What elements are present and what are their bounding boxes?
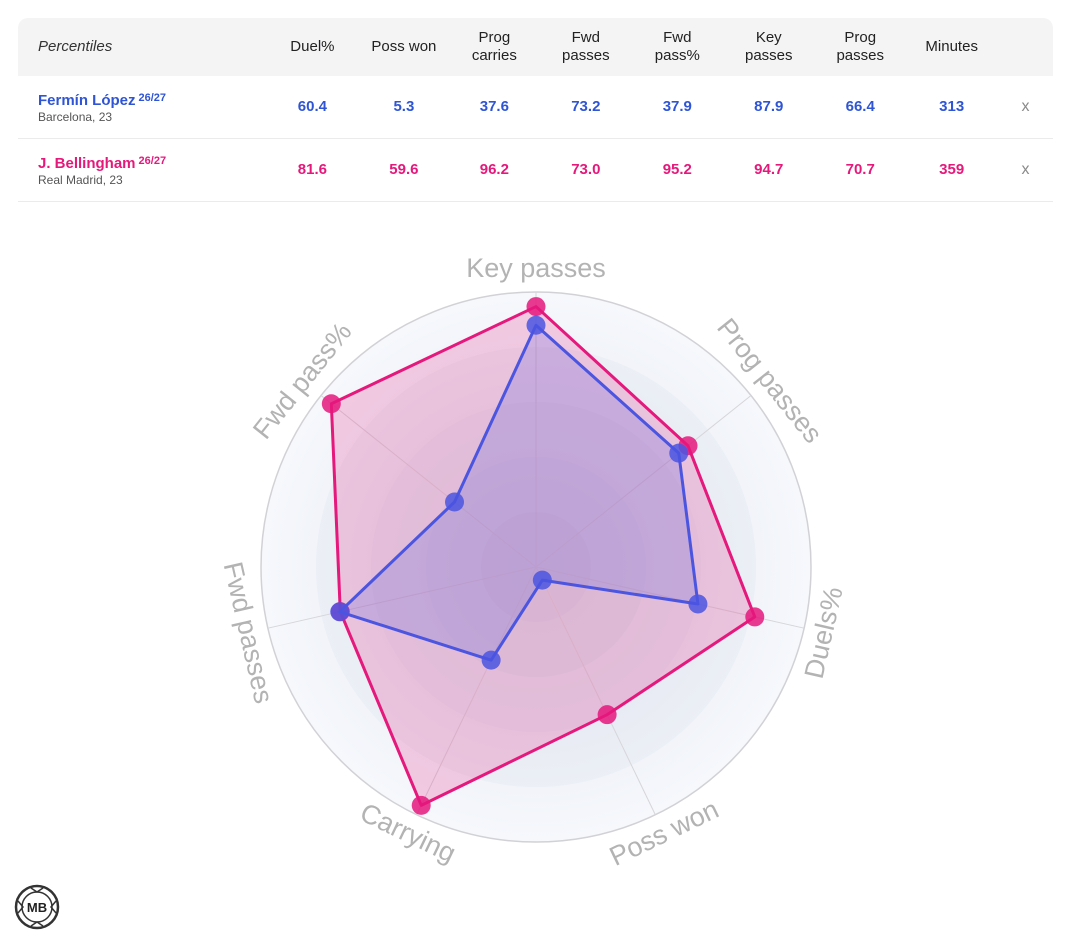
radar-spoke bbox=[267, 566, 537, 629]
value-prog-carries: 37.6 bbox=[479, 98, 509, 115]
radar-spoke bbox=[416, 566, 537, 815]
header-prog-carries: Prog carries bbox=[449, 29, 539, 65]
radar-point[interactable] bbox=[526, 315, 546, 335]
value-key-passes: 94.7 bbox=[754, 161, 784, 178]
radar-point[interactable] bbox=[597, 705, 617, 725]
table-header: Percentiles Duel% Poss won Prog carries F… bbox=[18, 18, 1053, 76]
logo-text: MB bbox=[27, 900, 47, 915]
value-minutes: 313 bbox=[939, 98, 965, 115]
radar-point[interactable] bbox=[411, 795, 431, 815]
value-poss-won: 59.6 bbox=[389, 161, 419, 178]
player-cell: J. Bellingham 26/27 Real Madrid, 23 bbox=[18, 155, 266, 186]
header-fwd-pass-pct: Fwd pass% bbox=[632, 29, 722, 65]
header-key-passes: Key passes bbox=[723, 29, 815, 65]
header-prog-carries-l2: carries bbox=[471, 47, 517, 64]
header-fwd-pass-pct-l2: pass% bbox=[654, 47, 700, 64]
value-prog-passes: 66.4 bbox=[845, 98, 875, 115]
value-prog-passes: 70.7 bbox=[845, 161, 875, 178]
radar-polygon bbox=[329, 305, 757, 807]
header-minutes: Minutes bbox=[925, 38, 978, 55]
value-fwd-pass-pct: 95.2 bbox=[662, 161, 692, 178]
player-meta: Barcelona, 23 bbox=[38, 109, 113, 124]
header-key-passes-l1: Key bbox=[755, 29, 782, 46]
header-fwd-passes: Fwd passes bbox=[540, 29, 632, 65]
radar-point[interactable] bbox=[330, 602, 350, 622]
radar-point[interactable] bbox=[669, 443, 689, 463]
header-prog-passes-l1: Prog bbox=[844, 29, 877, 46]
player-name[interactable]: J. Bellingham bbox=[38, 154, 136, 172]
remove-player-button[interactable]: x bbox=[1021, 98, 1030, 115]
radar-point[interactable] bbox=[688, 594, 708, 614]
player-season: 26/27 bbox=[138, 91, 167, 104]
header-poss-won: Poss won bbox=[371, 38, 437, 55]
player-cell: Fermín López 26/27 Barcelona, 23 bbox=[18, 92, 266, 123]
radar-point[interactable] bbox=[532, 570, 552, 590]
header-key-passes-l2: passes bbox=[744, 47, 793, 64]
table-title: Percentiles bbox=[38, 38, 113, 55]
value-duel: 81.6 bbox=[297, 161, 327, 178]
radar-point[interactable] bbox=[445, 492, 465, 512]
axis-label: Key passes bbox=[466, 253, 606, 283]
header-prog-passes-l2: passes bbox=[836, 47, 884, 64]
radar-spoke bbox=[535, 395, 752, 568]
radar-series-bellingham bbox=[321, 297, 765, 815]
radar-series-layer bbox=[321, 297, 765, 815]
percentiles-table: Percentiles Duel% Poss won Prog carries F… bbox=[18, 18, 1053, 202]
header-fwd-pass-pct-l1: Fwd bbox=[663, 29, 692, 46]
header-duel: Duel% bbox=[290, 38, 335, 55]
header-fwd-passes-l2: passes bbox=[562, 47, 610, 64]
radar-point[interactable] bbox=[526, 297, 546, 317]
radar-spoke bbox=[535, 566, 656, 815]
header-prog-passes: Prog passes bbox=[815, 29, 905, 65]
value-fwd-passes: 73.0 bbox=[571, 161, 601, 178]
player-name[interactable]: Fermín López bbox=[38, 91, 136, 109]
remove-player-button[interactable]: x bbox=[1021, 161, 1030, 178]
header-fwd-passes-l1: Fwd bbox=[571, 29, 600, 46]
radar-point[interactable] bbox=[321, 394, 341, 414]
value-duel: 60.4 bbox=[297, 98, 327, 115]
player-season: 26/27 bbox=[138, 154, 167, 167]
radar-polygon bbox=[338, 323, 700, 662]
value-fwd-passes: 73.2 bbox=[571, 98, 601, 115]
mb-logo: MB bbox=[14, 884, 60, 930]
table-row: Fermín López 26/27 Barcelona, 23 60.4 5.3… bbox=[18, 76, 1053, 139]
value-minutes: 359 bbox=[939, 161, 965, 178]
radar-point[interactable] bbox=[481, 650, 501, 670]
radar-series-lopez bbox=[330, 315, 708, 670]
table-row: J. Bellingham 26/27 Real Madrid, 23 81.6 … bbox=[18, 139, 1053, 202]
header-prog-carries-l1: Prog bbox=[478, 29, 511, 46]
value-fwd-pass-pct: 37.9 bbox=[662, 98, 692, 115]
radar-spoke bbox=[320, 395, 537, 568]
value-key-passes: 87.9 bbox=[754, 98, 784, 115]
player-meta: Real Madrid, 23 bbox=[38, 172, 123, 187]
radar-point[interactable] bbox=[745, 607, 765, 627]
value-poss-won: 5.3 bbox=[393, 98, 415, 115]
value-prog-carries: 96.2 bbox=[479, 161, 509, 178]
